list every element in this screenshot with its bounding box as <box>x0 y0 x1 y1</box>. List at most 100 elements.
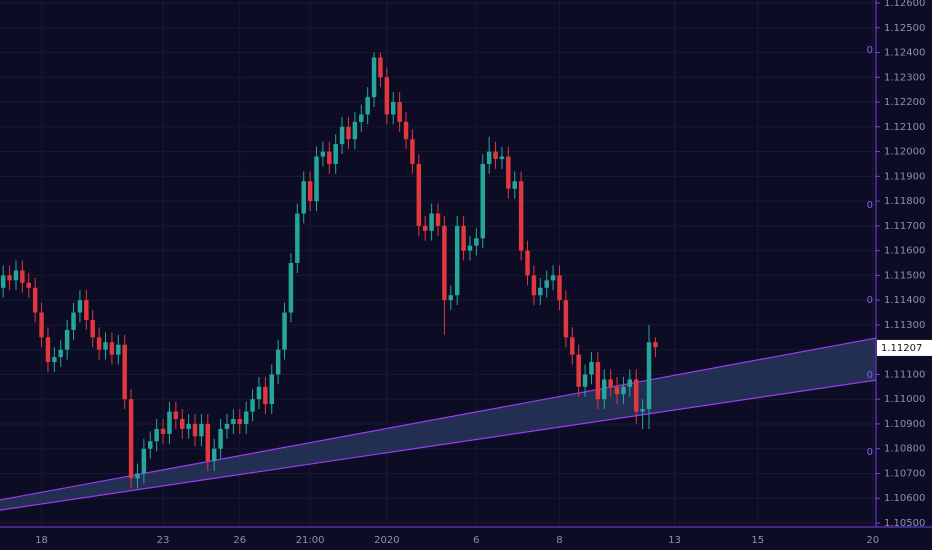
candle-body <box>474 238 479 246</box>
channel-fill <box>0 338 876 511</box>
candle-body <box>224 423 230 429</box>
y-tick-label: 1.11400 <box>884 295 925 306</box>
candle-body <box>454 225 460 296</box>
candle-body <box>525 250 530 276</box>
candle-body <box>52 357 57 363</box>
candle-body <box>627 379 633 387</box>
zero-mark: 0 <box>867 447 873 458</box>
candle-body <box>442 225 447 301</box>
candle-body <box>518 181 524 251</box>
candle-body <box>96 337 102 350</box>
x-tick-label: 6 <box>473 535 479 546</box>
candle-body <box>640 409 645 412</box>
y-tick-label: 1.10500 <box>884 518 925 529</box>
y-tick-label: 1.11600 <box>884 246 925 257</box>
candle-body <box>154 428 159 442</box>
x-tick-label: 2020 <box>374 535 399 546</box>
candle-body <box>173 411 179 419</box>
candle-body <box>480 163 485 239</box>
candle-body <box>352 121 358 140</box>
candle-body <box>179 419 185 429</box>
candle-body <box>416 163 422 226</box>
candle-body <box>422 225 428 231</box>
y-tick-label: 1.12100 <box>884 122 925 133</box>
candle-body <box>295 213 300 263</box>
candle-body <box>269 374 274 405</box>
y-tick-label: 1.11800 <box>884 196 925 207</box>
y-tick-label: 1.12400 <box>884 48 925 59</box>
candle-body <box>199 423 204 437</box>
candle-body <box>301 181 306 214</box>
candle-body <box>20 270 25 283</box>
candle-body <box>77 300 83 313</box>
candle-body <box>237 419 243 424</box>
candle-body <box>333 144 338 164</box>
x-tick-label: 20 <box>866 535 879 546</box>
candle-body <box>288 263 294 313</box>
candle-body <box>160 428 166 434</box>
candle-body <box>467 245 473 251</box>
y-tick-label: 1.11700 <box>884 221 925 232</box>
candle-body <box>359 114 364 122</box>
candle-body <box>26 282 32 288</box>
candle-body <box>84 300 89 320</box>
candle-body <box>493 151 498 159</box>
candle-body <box>563 300 569 338</box>
candle-body <box>570 337 575 355</box>
candle-body <box>595 362 601 400</box>
x-tick-label: 8 <box>556 535 562 546</box>
candle-body <box>116 344 121 355</box>
candle-body <box>448 295 454 301</box>
y-tick-label: 1.11300 <box>884 320 925 331</box>
zero-mark: 0 <box>867 200 873 211</box>
candle-body <box>282 312 287 350</box>
candle-body <box>531 275 537 296</box>
candle-body <box>135 473 140 479</box>
candle-body <box>653 342 658 348</box>
candle-body <box>231 419 236 424</box>
candle-body <box>32 287 38 313</box>
candle-body <box>103 342 108 350</box>
y-tick-label: 1.12500 <box>884 23 925 34</box>
candle-body <box>64 329 70 350</box>
candle-body <box>608 379 613 387</box>
candle-body <box>167 411 172 434</box>
candle-body <box>192 423 198 437</box>
candle-body <box>339 126 345 145</box>
candle-body <box>378 57 383 78</box>
candle-body <box>550 275 556 281</box>
candle-body <box>614 386 620 395</box>
y-tick-label: 1.11000 <box>884 394 925 405</box>
candle-body <box>544 280 549 288</box>
x-tick-label: 23 <box>157 535 170 546</box>
y-tick-label: 1.10900 <box>884 419 925 430</box>
candle-body <box>461 225 466 251</box>
candle-body <box>58 349 63 358</box>
candle-body <box>486 151 492 164</box>
candle-body <box>327 151 332 164</box>
y-tick-label: 1.10800 <box>884 444 925 455</box>
candle-body <box>148 441 153 449</box>
candle-body <box>128 399 134 479</box>
candle-body <box>397 102 402 122</box>
x-tick-label: 13 <box>668 535 681 546</box>
candle-body <box>582 374 588 387</box>
candle-body <box>602 379 607 400</box>
candle-body <box>250 399 255 412</box>
candle-body <box>0 275 6 288</box>
candle-body <box>7 275 12 281</box>
candle-body <box>589 362 594 375</box>
y-tick-label: 1.12300 <box>884 72 925 83</box>
candle-body <box>346 126 351 140</box>
candle-body <box>538 287 543 296</box>
x-tick-label: 21:00 <box>296 535 325 546</box>
channel-line <box>0 379 877 511</box>
candle-body <box>275 349 281 375</box>
last-price-box <box>877 339 932 356</box>
candle-body <box>263 386 268 405</box>
x-tick-label: 18 <box>35 535 48 546</box>
candle-body <box>320 151 326 157</box>
candle-body <box>186 423 191 429</box>
candle-body <box>621 386 626 395</box>
y-tick-label: 1.12000 <box>884 147 925 158</box>
